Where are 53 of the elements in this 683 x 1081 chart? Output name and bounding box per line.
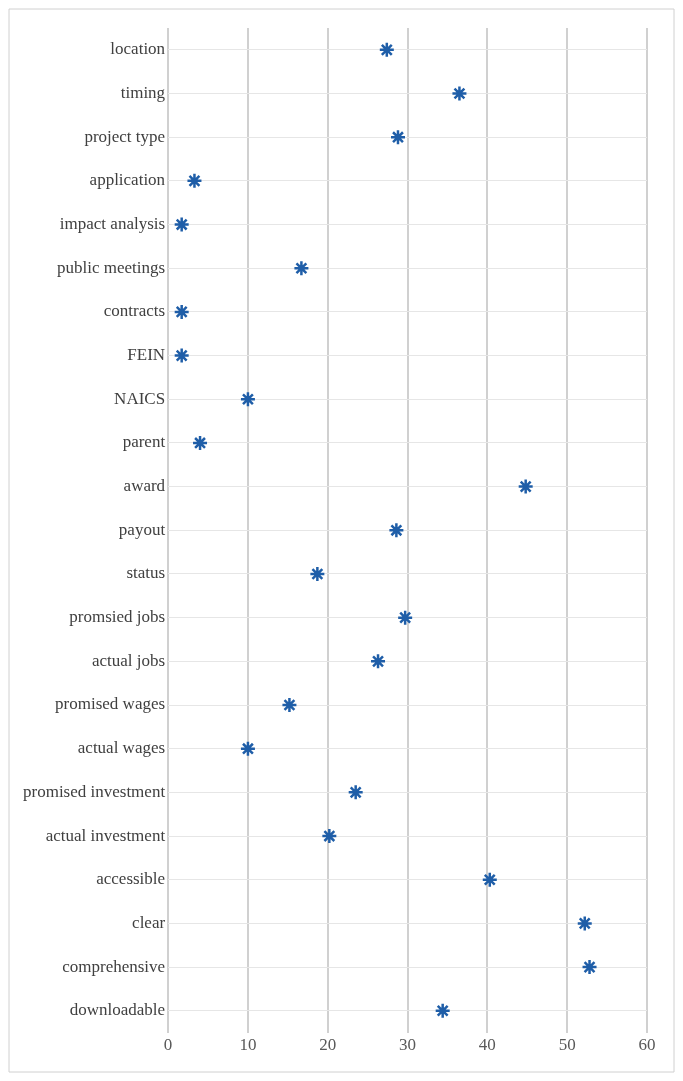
point (309, 565, 326, 583)
point (293, 259, 310, 277)
y-tick-label: impact analysis (59, 214, 166, 234)
point (347, 784, 364, 801)
point (389, 128, 407, 146)
point (396, 609, 414, 626)
y-tick-label: comprehensive (62, 956, 166, 976)
point (191, 434, 209, 452)
point (388, 522, 405, 539)
point (321, 827, 338, 845)
y-tick-label: payout (118, 519, 166, 539)
y-tick-label: NAICS (114, 388, 166, 408)
x-tick-label: 60 (638, 1035, 656, 1055)
x-tick-label: 0 (163, 1035, 173, 1055)
point (378, 41, 396, 59)
point (186, 172, 203, 190)
point (281, 696, 298, 714)
x-tick-label: 30 (399, 1035, 417, 1055)
point (173, 347, 190, 364)
y-tick-label: parent (122, 432, 166, 452)
y-tick-label: application (89, 170, 166, 190)
y-tick-label: award (123, 476, 166, 496)
y-tick-label: promised wages (55, 694, 166, 714)
point (517, 478, 534, 495)
y-tick-label: downloadable (69, 1000, 166, 1020)
y-tick-label: FEIN (127, 345, 166, 365)
y-tick-label: actual jobs (91, 650, 166, 670)
point (434, 1002, 451, 1020)
point (481, 871, 499, 888)
point (173, 303, 190, 321)
point (239, 391, 257, 408)
y-tick-label: clear (132, 912, 166, 932)
y-tick-label: actual investment (45, 825, 166, 845)
y-tick-label: promised investment (22, 781, 166, 801)
point (369, 653, 387, 670)
y-tick-label: project type (84, 126, 166, 146)
y-tick-label: timing (120, 82, 166, 102)
y-tick-label: actual wages (77, 738, 166, 758)
point (581, 958, 598, 976)
point (576, 915, 593, 932)
y-tick-label: location (110, 39, 166, 59)
x-tick-label: 20 (319, 1035, 337, 1055)
y-tick-label: public meetings (56, 257, 166, 277)
point (173, 216, 190, 233)
point (451, 85, 468, 102)
x-tick-label: 40 (478, 1035, 496, 1055)
y-tick-label: promsied jobs (69, 607, 166, 627)
x-tick-label: 10 (239, 1035, 257, 1055)
x-tick-label: 50 (558, 1035, 576, 1055)
y-tick-label: status (126, 563, 166, 583)
y-tick-label: accessible (96, 869, 166, 889)
y-tick-label: contracts (103, 301, 166, 321)
point (239, 740, 257, 757)
